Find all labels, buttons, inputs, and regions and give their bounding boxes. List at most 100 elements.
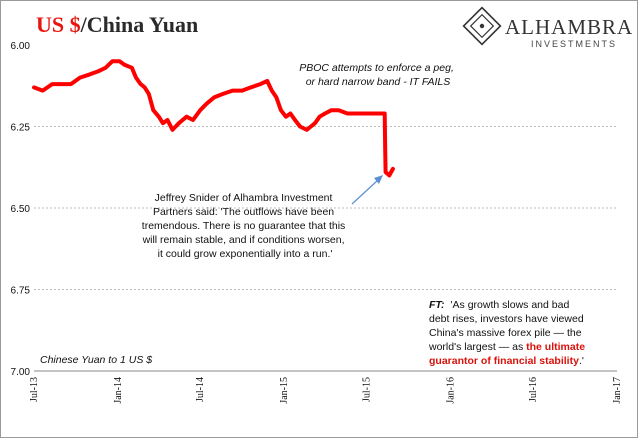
series-point: [171, 129, 174, 131]
pboc-annotation: PBOC attempts to enforce a peg, or hard …: [299, 62, 457, 88]
series-point: [104, 67, 107, 69]
series-point: [144, 86, 146, 88]
pboc-line-2: or hard narrow band - IT FAILS: [306, 76, 451, 88]
y-axis-ticks: 6.00 6.25 6.50 6.75 7.00: [11, 41, 31, 378]
series-point: [166, 119, 169, 121]
x-tick-label: Jan-16: [445, 377, 456, 404]
snider-line-1: Jeffrey Snider of Alhambra Investment: [155, 192, 333, 204]
series-point: [162, 122, 164, 124]
series-point: [135, 77, 137, 79]
ft-line-5: .': [579, 355, 584, 367]
ft-line-5-red: guarantor of financial stability: [429, 355, 579, 367]
ft-label: FT:: [429, 299, 445, 311]
series-point: [131, 67, 133, 69]
series-point: [61, 83, 63, 85]
series-point: [346, 112, 348, 115]
series-point: [365, 112, 368, 115]
series-point: [374, 112, 376, 115]
series-point: [294, 119, 296, 121]
alhambra-diamond-logo-icon: [462, 6, 502, 46]
series-point: [148, 93, 150, 95]
snider-line-2: Partners said: 'The outflows have been: [153, 206, 334, 218]
series-point: [271, 90, 273, 92]
series-point: [79, 77, 81, 79]
snider-quote: Jeffrey Snider of Alhambra Investment Pa…: [142, 192, 349, 260]
logo-name: ALHAMBRA: [505, 15, 633, 39]
series-point: [213, 96, 215, 98]
series-point: [33, 86, 35, 88]
series-point: [42, 90, 44, 92]
logo-tagline: INVESTMENTS: [531, 39, 617, 49]
series-point: [356, 112, 358, 115]
series-point: [285, 116, 287, 118]
y-tick-label: 6.25: [11, 123, 31, 134]
gridlines: [34, 126, 617, 372]
ft-line-1: 'As growth slows and bad: [451, 299, 570, 311]
series-point: [178, 122, 180, 124]
y-tick-label: 6.00: [11, 41, 31, 52]
series-point: [206, 103, 208, 105]
title-pair: /China Yuan: [80, 12, 199, 37]
series-point: [70, 83, 72, 85]
usd-cny-series-line: [32, 59, 395, 178]
series-point: [232, 90, 234, 92]
series-point: [338, 109, 340, 111]
series-point: [140, 83, 142, 85]
annotation-arrow: [351, 175, 383, 205]
series-layer: [32, 59, 395, 178]
x-tick-label: Jul-13: [29, 377, 40, 402]
x-tick-label: Jan-17: [612, 377, 623, 404]
pboc-line-1: PBOC attempts to enforce a peg,: [299, 62, 454, 74]
x-axis-ticks: Jul-13 Jan-14 Jul-14 Jan-15 Jul-15 Jan-16 Jul-…: [29, 377, 623, 404]
series-point: [158, 116, 160, 118]
series-point: [324, 112, 326, 115]
y-tick-label: 6.50: [11, 204, 31, 215]
y-tick-label: 7.00: [11, 367, 31, 378]
snider-line-3: tremendous. There is no guarantee that t…: [142, 220, 346, 232]
chart-title: US $/China Yuan: [36, 12, 198, 37]
x-tick-label: Jul-15: [361, 377, 372, 402]
series-point: [299, 125, 301, 128]
series-point: [51, 83, 53, 85]
snider-line-5: it could grow exponentially into a run.': [158, 248, 333, 260]
series-point: [289, 112, 291, 115]
series-point: [199, 109, 201, 111]
series-point: [384, 148, 386, 150]
series-point: [330, 109, 332, 111]
title-currency: US $: [36, 12, 81, 37]
snider-line-4: will remain stable, and if conditions wo…: [142, 234, 345, 246]
series-point: [259, 83, 261, 85]
series-point: [384, 112, 386, 115]
series-point: [152, 109, 154, 111]
series-point: [250, 86, 252, 88]
series-point: [381, 112, 383, 115]
ft-quote: FT: 'As growth slows and bad debt rises, …: [428, 299, 588, 367]
series-point: [241, 90, 243, 92]
x-tick-label: Jul-16: [528, 377, 539, 402]
ft-line-3: China's massive forex pile — the: [429, 327, 582, 339]
series-point: [319, 116, 321, 118]
y-tick-label: 6.75: [11, 286, 31, 297]
ft-line-4: world's largest — as: [428, 341, 526, 353]
x-tick-label: Jan-14: [113, 377, 124, 404]
series-point: [192, 119, 194, 121]
series-point: [310, 125, 312, 128]
series-point: [306, 129, 308, 131]
series-point: [266, 80, 268, 82]
ft-line-4-red: the ultimate: [526, 341, 585, 353]
series-point: [314, 122, 316, 124]
series-point: [392, 168, 394, 170]
series-point: [222, 93, 224, 95]
series-point: [111, 60, 113, 62]
x-tick-label: Jan-15: [279, 377, 290, 404]
series-point: [98, 70, 100, 72]
series-point: [275, 96, 277, 98]
ft-line-2: debt rises, investors have viewed: [429, 313, 584, 325]
series-point: [186, 116, 188, 118]
series-point: [388, 174, 390, 176]
series-point: [123, 64, 125, 66]
series-point: [89, 73, 91, 75]
x-tick-label: Jul-14: [195, 377, 206, 402]
